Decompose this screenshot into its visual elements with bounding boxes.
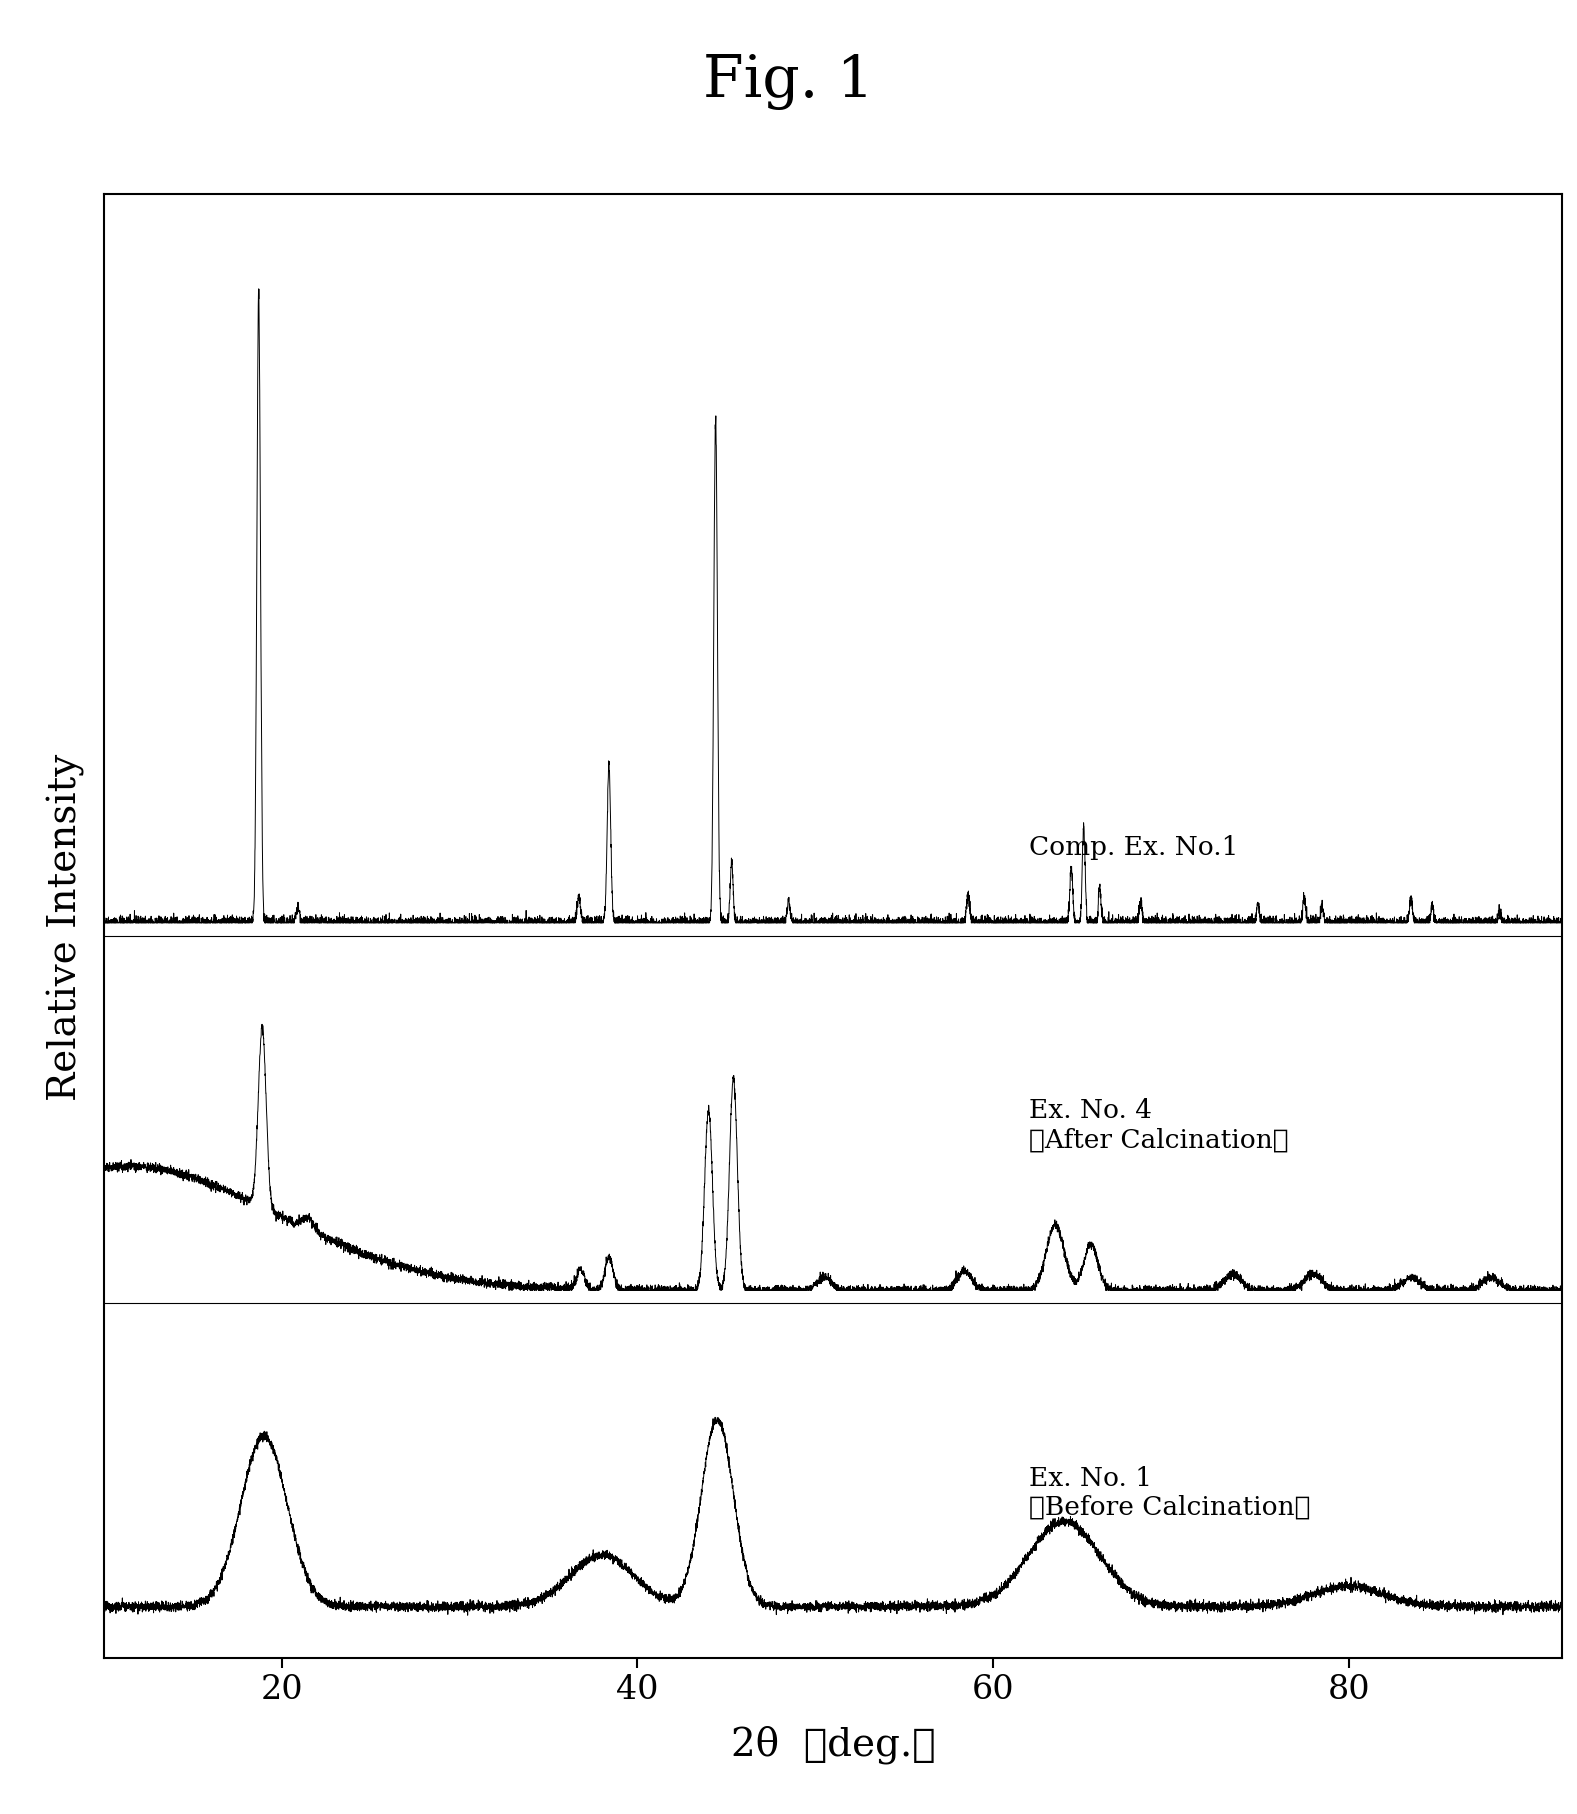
Text: Ex. No. 4
（After Calcination）: Ex. No. 4 （After Calcination）: [1028, 1097, 1288, 1152]
Text: Comp. Ex. No.1: Comp. Ex. No.1: [1028, 834, 1238, 860]
X-axis label: 2θ  （deg.）: 2θ （deg.）: [730, 1725, 935, 1763]
Text: Fig. 1: Fig. 1: [703, 54, 874, 111]
Y-axis label: Relative Intensity: Relative Intensity: [47, 753, 85, 1099]
Text: Ex. No. 1
（Before Calcination）: Ex. No. 1 （Before Calcination）: [1028, 1466, 1310, 1518]
